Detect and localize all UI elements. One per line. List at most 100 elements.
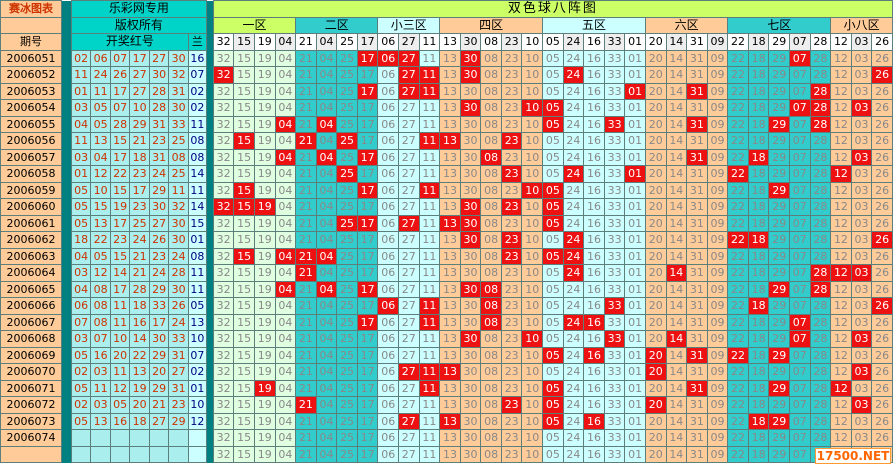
red-number-cell: 07 bbox=[90, 330, 111, 348]
hit-number-cell: 30 bbox=[459, 214, 482, 232]
hit-number-cell: 03 bbox=[850, 264, 873, 282]
number-cell: 31 bbox=[686, 66, 708, 84]
hit-number-cell: 16 bbox=[583, 346, 605, 364]
red-number-cell: 08 bbox=[168, 148, 189, 166]
number-cell: 01 bbox=[624, 297, 646, 315]
spacer bbox=[61, 429, 72, 446]
number-cell: 25 bbox=[336, 396, 358, 414]
table-row: 2006061 05 13 17 25 27 30 15 32 15 19 04 21 04 25 17 06 2… bbox=[0, 214, 893, 232]
number-cell: 10 bbox=[521, 214, 544, 232]
red-number-cell: 27 bbox=[148, 412, 170, 430]
number-cell: 19 bbox=[253, 297, 276, 315]
table-row: 2006071 05 11 12 19 29 31 01 32 15 19 04 21 04 25 17 06 2… bbox=[0, 379, 893, 397]
spacer bbox=[206, 330, 214, 347]
number-cell: 25 bbox=[336, 198, 358, 216]
number-cell: 21 bbox=[295, 181, 317, 199]
table-row: 2006063 04 05 15 21 23 24 08 32 15 19 04 21 04 25 17 06 2… bbox=[0, 247, 893, 265]
number-cell: 15 bbox=[233, 412, 255, 430]
number-cell: 28 bbox=[809, 396, 832, 414]
number-cell: 33 bbox=[603, 346, 626, 364]
number-cell: 04 bbox=[274, 181, 297, 199]
number-cell: 21 bbox=[295, 99, 317, 117]
table-row: 2006053 01 11 17 27 28 31 02 32 15 19 04 21 04 25 17 06 2… bbox=[0, 82, 893, 100]
hit-number-cell: 05 bbox=[542, 396, 564, 414]
number-cell: 07 bbox=[789, 181, 811, 199]
number-cell: 19 bbox=[253, 346, 276, 364]
number-cell: 23 bbox=[500, 297, 523, 315]
number-cell: 11 bbox=[418, 198, 441, 216]
number-cell: 04 bbox=[315, 214, 338, 232]
period-cell: 2006065 bbox=[0, 280, 62, 298]
period-cell: 2006061 bbox=[0, 214, 62, 232]
number-cell: 15 bbox=[233, 66, 255, 84]
number-cell: 15 bbox=[233, 49, 255, 67]
red-number-cell: 11 bbox=[109, 363, 131, 381]
red-number-cell: 18 bbox=[129, 148, 150, 166]
number-cell: 28 bbox=[809, 313, 832, 331]
period-cell: 2006053 bbox=[0, 82, 62, 100]
number-cell: 30 bbox=[459, 264, 482, 282]
number-cell: 21 bbox=[295, 198, 317, 216]
red-number-cell: 24 bbox=[90, 66, 111, 84]
hit-number-cell: 06 bbox=[377, 49, 400, 67]
number-cell: 20 bbox=[644, 165, 667, 183]
number-cell: 27 bbox=[398, 379, 420, 397]
red-number-cell: 11 bbox=[90, 82, 111, 100]
number-cell: 10 bbox=[521, 82, 544, 100]
number-cell: 19 bbox=[253, 132, 276, 150]
spacer bbox=[61, 182, 72, 199]
blue-number-cell: 11 bbox=[187, 264, 207, 282]
number-cell: 08 bbox=[480, 99, 502, 117]
red-number-cell: 05 bbox=[90, 247, 111, 265]
number-cell: 26 bbox=[871, 132, 893, 150]
number-cell: 25 bbox=[336, 247, 358, 265]
number-cell: 29 bbox=[768, 247, 790, 265]
red-number-cell: 07 bbox=[109, 49, 131, 67]
number-cell: 09 bbox=[706, 82, 729, 100]
spacer bbox=[61, 116, 72, 133]
hit-number-cell: 11 bbox=[418, 363, 441, 381]
number-cell: 32 bbox=[212, 99, 235, 117]
number-cell: 15 bbox=[233, 363, 255, 381]
number-cell: 33 bbox=[603, 231, 626, 249]
hit-number-cell: 11 bbox=[418, 66, 441, 84]
number-cell: 07 bbox=[789, 247, 811, 265]
number-cell: 27 bbox=[398, 115, 420, 133]
number-cell: 15 bbox=[233, 82, 255, 100]
number-cell: 33 bbox=[603, 214, 626, 232]
number-cell: 10 bbox=[521, 396, 544, 414]
number-cell: 05 bbox=[542, 297, 564, 315]
number-cell: 14 bbox=[665, 313, 688, 331]
zone-number-header: 29 bbox=[768, 33, 790, 51]
number-cell: 15 bbox=[233, 379, 255, 397]
number-cell: 10 bbox=[521, 313, 544, 331]
number-cell: 16 bbox=[583, 396, 605, 414]
number-cell: 11 bbox=[418, 346, 441, 364]
number-cell: 31 bbox=[686, 49, 708, 67]
period-cell: 2006069 bbox=[0, 346, 62, 364]
red-number-cell: 31 bbox=[148, 148, 170, 166]
number-cell: 01 bbox=[624, 115, 646, 133]
number-cell: 04 bbox=[315, 82, 338, 100]
number-cell: 33 bbox=[603, 49, 626, 67]
red-number-cell: 26 bbox=[109, 66, 131, 84]
number-cell: 09 bbox=[706, 264, 729, 282]
red-number-cell: 28 bbox=[168, 264, 189, 282]
number-cell: 17 bbox=[356, 396, 379, 414]
number-cell: 25 bbox=[336, 280, 358, 298]
number-cell: 08 bbox=[480, 396, 502, 414]
number-cell: 10 bbox=[521, 412, 544, 430]
number-cell: 07 bbox=[789, 231, 811, 249]
number-cell: 10 bbox=[521, 247, 544, 265]
spacer bbox=[206, 231, 214, 248]
zone-header-5: 五区 bbox=[542, 16, 646, 34]
number-cell: 06 bbox=[377, 165, 400, 183]
hit-number-cell: 30 bbox=[459, 280, 482, 298]
hit-number-cell: 17 bbox=[356, 313, 379, 331]
number-cell: 21 bbox=[295, 115, 317, 133]
number-cell: 33 bbox=[603, 412, 626, 430]
number-cell: 21 bbox=[295, 412, 317, 430]
number-cell: 21 bbox=[295, 49, 317, 67]
number-cell: 30 bbox=[459, 363, 482, 381]
red-number-cell: 05 bbox=[70, 379, 92, 397]
